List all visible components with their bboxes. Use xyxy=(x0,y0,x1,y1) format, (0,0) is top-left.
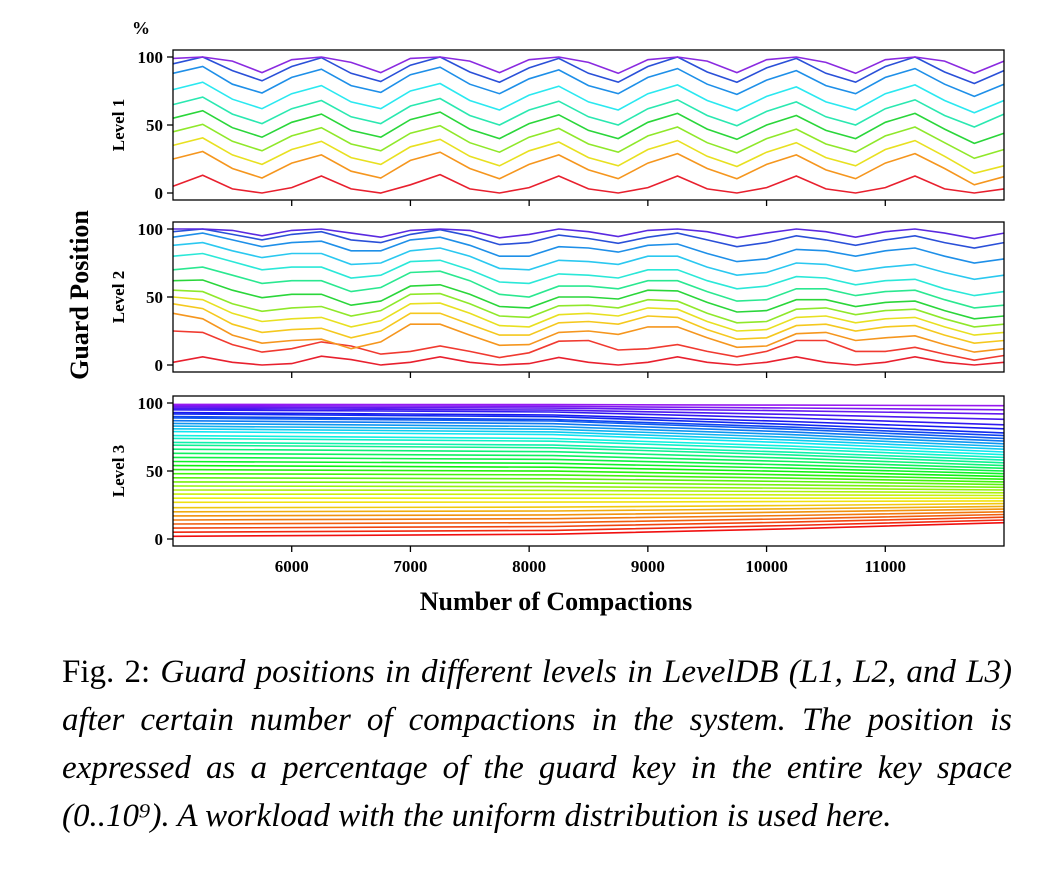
x-axis-title: Number of Compactions xyxy=(420,587,693,616)
series-line xyxy=(172,417,1005,440)
series-line xyxy=(172,468,1005,480)
chart-panels: 0 50 100 Level 1 0 50 100 Level 2 0 50 100 6000 7000… xyxy=(109,48,1005,576)
series-line xyxy=(173,228,1005,240)
series-line xyxy=(172,441,1005,461)
caption-label: Fig. 2: xyxy=(62,654,161,690)
series-line xyxy=(172,502,1005,509)
panel-level-3: 0 50 100 6000 7000 8000 9000 10000 11000 Level 3 xyxy=(109,394,1005,576)
series-line xyxy=(172,355,1005,366)
series-line xyxy=(172,452,1005,470)
series-line xyxy=(172,56,1005,85)
y-tick-label: 50 xyxy=(146,462,163,481)
series-line xyxy=(172,508,1005,517)
series-line xyxy=(172,425,1005,448)
series-line xyxy=(172,413,1005,434)
series-line xyxy=(172,485,1005,491)
series-line xyxy=(172,519,1005,533)
series-line xyxy=(172,252,1005,297)
series-line xyxy=(172,481,1005,489)
series-line xyxy=(172,444,1005,464)
series-line xyxy=(172,500,1005,504)
series-line xyxy=(172,477,1005,486)
y-tick-label: 50 xyxy=(146,288,163,307)
series-line xyxy=(172,521,1005,538)
y-tick-label: 0 xyxy=(155,530,164,549)
x-tick-label: 9000 xyxy=(631,557,665,576)
series-line xyxy=(172,65,1005,98)
series-line xyxy=(172,428,1005,450)
x-tick-label: 7000 xyxy=(393,557,427,576)
series-line xyxy=(172,513,1005,525)
x-tick-label: 11000 xyxy=(865,557,907,576)
x-tick-label: 10000 xyxy=(745,557,788,576)
series-line xyxy=(172,109,1005,145)
series-line xyxy=(172,403,1005,407)
series-line xyxy=(172,430,1005,453)
series-line xyxy=(172,505,1005,513)
figure-caption: Fig. 2: Guard positions in different lev… xyxy=(62,648,1012,840)
series-line xyxy=(172,56,1005,75)
series-line xyxy=(172,493,1005,497)
series-line xyxy=(172,279,1005,320)
series-line xyxy=(172,411,1005,430)
x-tick-label: 8000 xyxy=(512,557,546,576)
panel-label: Level 3 xyxy=(109,445,128,497)
series-line xyxy=(172,407,1005,421)
series-line xyxy=(172,419,1005,442)
series-line xyxy=(172,409,1005,426)
series-line xyxy=(172,266,1005,309)
series-line xyxy=(172,173,1005,194)
series-line xyxy=(172,464,1005,478)
y-tick-label: 100 xyxy=(138,220,164,239)
series-line xyxy=(172,489,1005,494)
series-line xyxy=(172,123,1005,160)
panel-label: Level 1 xyxy=(109,99,128,151)
series-line xyxy=(172,296,1005,336)
series-line xyxy=(172,406,1005,415)
figure-chart: % Guard Position Number of Compactions 0… xyxy=(65,18,1005,616)
series-line xyxy=(172,472,1005,483)
series-line xyxy=(172,448,1005,467)
panel-level-1: 0 50 100 Level 1 xyxy=(109,48,1005,206)
series-line xyxy=(172,516,1005,529)
x-tick-label: 6000 xyxy=(275,557,309,576)
series-line xyxy=(172,422,1005,445)
panel-label: Level 2 xyxy=(109,271,128,323)
series-line xyxy=(172,330,1005,362)
y-tick-label: 100 xyxy=(138,48,164,67)
series-line xyxy=(172,228,1005,249)
panel-level-2: 0 50 100 Level 2 xyxy=(109,220,1005,378)
series-line xyxy=(172,437,1005,459)
y-axis-title: Guard Position xyxy=(65,210,94,380)
y-tick-label: 50 xyxy=(146,116,163,135)
series-line xyxy=(172,303,1005,345)
series-line xyxy=(172,96,1005,128)
y-tick-label: 0 xyxy=(155,184,164,203)
series-line xyxy=(172,289,1005,328)
series-line xyxy=(172,415,1005,437)
caption-text: Guard positions in different levels in L… xyxy=(62,654,1012,834)
series-line xyxy=(172,81,1005,114)
series-line xyxy=(172,241,1005,281)
series-line xyxy=(172,137,1005,175)
y-tick-label: 0 xyxy=(155,356,164,375)
series-line xyxy=(172,232,1005,264)
series-line xyxy=(172,460,1005,475)
series-line xyxy=(172,312,1005,353)
series-line xyxy=(172,404,1005,411)
series-line xyxy=(172,456,1005,472)
y-tick-label: 100 xyxy=(138,394,164,413)
series-line xyxy=(172,150,1005,186)
series-line xyxy=(172,434,1005,456)
y-unit-label: % xyxy=(132,18,150,38)
series-line xyxy=(172,511,1005,521)
